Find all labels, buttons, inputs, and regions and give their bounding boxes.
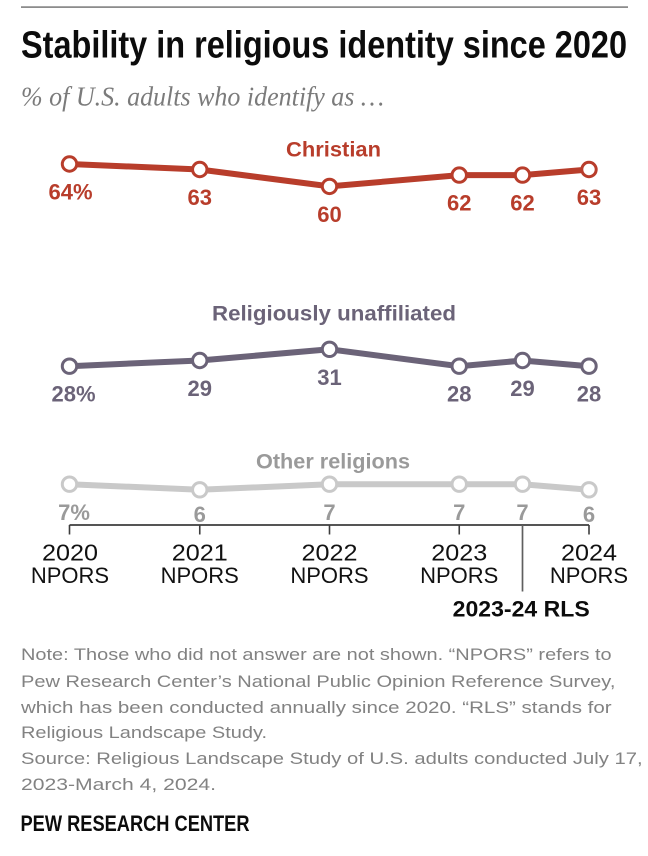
svg-text:2023: 2023 [431, 540, 487, 566]
svg-text:2022: 2022 [302, 540, 358, 566]
svg-text:Religiously unaffiliated: Religiously unaffiliated [212, 303, 456, 326]
svg-text:6: 6 [194, 502, 206, 527]
svg-text:Religious Landscape Study.: Religious Landscape Study. [21, 723, 267, 742]
svg-text:% of U.S. adults who identify: % of U.S. adults who identify as … [21, 82, 384, 112]
svg-text:63: 63 [188, 185, 212, 210]
svg-text:NPORS: NPORS [420, 563, 498, 588]
svg-text:2020: 2020 [42, 540, 98, 566]
svg-text:7: 7 [323, 500, 335, 525]
svg-text:7%: 7% [58, 500, 90, 525]
svg-text:NPORS: NPORS [550, 563, 628, 588]
svg-text:6: 6 [583, 502, 595, 527]
svg-text:which has been conducted annua: which has been conducted annually since … [20, 698, 612, 717]
svg-text:60: 60 [317, 202, 341, 227]
svg-text:29: 29 [510, 376, 534, 401]
svg-text:Other religions: Other religions [256, 451, 410, 474]
svg-text:Christian: Christian [286, 139, 381, 162]
svg-text:28: 28 [577, 382, 601, 407]
svg-text:7: 7 [453, 500, 465, 525]
svg-text:Source: Religious Landscape St: Source: Religious Landscape Study of U.S… [21, 749, 643, 768]
svg-text:62: 62 [510, 191, 534, 216]
svg-text:7: 7 [516, 500, 528, 525]
svg-text:Note: Those who did not answer: Note: Those who did not answer are not s… [21, 645, 612, 664]
svg-text:Pew Research Center’s National: Pew Research Center’s National Public Op… [21, 672, 615, 691]
svg-text:2023-March 4, 2024.: 2023-March 4, 2024. [21, 775, 216, 794]
svg-text:2021: 2021 [172, 540, 228, 566]
svg-text:28%: 28% [51, 382, 95, 407]
svg-text:NPORS: NPORS [161, 563, 239, 588]
svg-text:NPORS: NPORS [290, 563, 368, 588]
svg-text:62: 62 [447, 191, 471, 216]
svg-text:64%: 64% [48, 180, 92, 205]
svg-text:NPORS: NPORS [31, 563, 109, 588]
svg-text:2023-24 RLS: 2023-24 RLS [453, 597, 590, 622]
svg-text:28: 28 [447, 382, 471, 407]
svg-text:2024: 2024 [561, 540, 617, 566]
svg-text:Stability in religious identit: Stability in religious identity since 20… [21, 25, 627, 67]
svg-text:63: 63 [577, 185, 601, 210]
svg-text:31: 31 [317, 365, 341, 390]
svg-text:PEW RESEARCH CENTER: PEW RESEARCH CENTER [21, 811, 250, 836]
svg-text:29: 29 [188, 376, 212, 401]
